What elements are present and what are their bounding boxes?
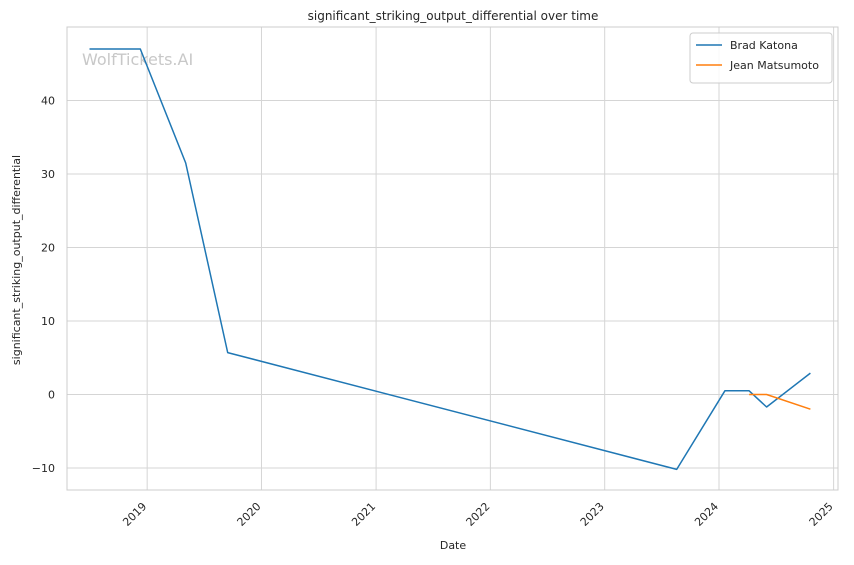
legend-box bbox=[689, 32, 833, 84]
x-tick-label: 2024 bbox=[692, 500, 721, 529]
x-tick-label: 2019 bbox=[120, 500, 149, 529]
y-tick-label: 30 bbox=[41, 168, 55, 181]
x-axis-title: Date bbox=[440, 539, 467, 552]
legend-label: Jean Matsumoto bbox=[729, 59, 819, 72]
y-tick-label: 20 bbox=[41, 241, 55, 254]
y-tick-label: 40 bbox=[41, 94, 55, 107]
legend-label: Brad Katona bbox=[730, 39, 798, 52]
chart-title: significant_striking_output_differential… bbox=[308, 9, 599, 23]
x-tick-label: 2022 bbox=[464, 500, 493, 529]
series-line bbox=[749, 393, 811, 410]
series-line bbox=[89, 48, 811, 471]
y-tick-label: 0 bbox=[48, 388, 55, 401]
y-tick-labels: −10 0 10 20 30 40 bbox=[32, 94, 55, 474]
grid bbox=[67, 27, 838, 490]
x-tick-label: 2020 bbox=[235, 500, 264, 529]
x-tick-labels: 2019 2020 2021 2022 2023 2024 2025 bbox=[120, 500, 835, 529]
x-tick-label: 2025 bbox=[807, 500, 836, 529]
legend: Brad Katona Jean Matsumoto bbox=[689, 32, 833, 84]
x-tick-label: 2023 bbox=[578, 500, 607, 529]
plot-frame bbox=[66, 26, 839, 491]
series-lines bbox=[89, 48, 811, 471]
y-tick-label: 10 bbox=[41, 315, 55, 328]
y-axis-title: significant_striking_output_differential bbox=[10, 155, 23, 365]
x-tick-label: 2021 bbox=[349, 500, 378, 529]
watermark-text: WolfTickets.AI bbox=[82, 50, 193, 69]
y-tick-label: −10 bbox=[32, 462, 55, 475]
